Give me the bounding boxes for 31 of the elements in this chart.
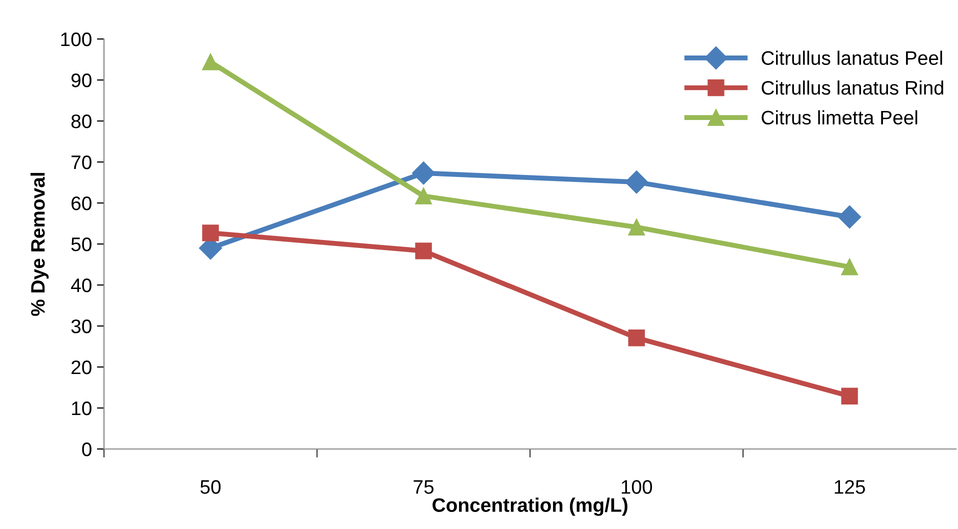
y-tick-label: 90 <box>71 73 92 88</box>
x-tick-label: 100 <box>622 480 652 494</box>
point <box>202 54 219 70</box>
point <box>628 330 645 346</box>
point <box>415 188 432 204</box>
y-tick-label: 60 <box>72 196 92 210</box>
point <box>628 218 645 236</box>
y-tick-label: 50 <box>71 237 92 252</box>
x-tick-label: 75 <box>414 480 434 494</box>
y-tick-label: 0 <box>82 442 92 456</box>
point <box>415 242 432 260</box>
x-axis-title: Concentration (mg/L) <box>432 498 628 516</box>
point <box>838 205 862 228</box>
legend-label: Citrullus lanatus Peel <box>762 50 942 65</box>
point <box>412 162 436 185</box>
y-tick-label: 30 <box>71 319 92 334</box>
legend-label: Citrus limetta Peel <box>762 110 918 125</box>
x-tick-label: 50 <box>200 480 221 494</box>
point <box>202 224 219 242</box>
y-tick-label: 10 <box>72 401 92 416</box>
y-tick-label: 70 <box>72 155 92 170</box>
point <box>841 388 858 404</box>
y-tick-label: 80 <box>71 114 92 128</box>
x-tick-label: 125 <box>834 480 865 494</box>
y-axis-title: % Dye Removal <box>30 172 49 316</box>
point <box>841 258 858 276</box>
point <box>625 170 648 194</box>
y-tick-label: 20 <box>72 360 92 374</box>
y-tick-label: 100 <box>61 32 92 46</box>
legend-label: Citrullus lanatus Rind <box>762 80 944 95</box>
y-tick-label: 40 <box>71 278 92 292</box>
